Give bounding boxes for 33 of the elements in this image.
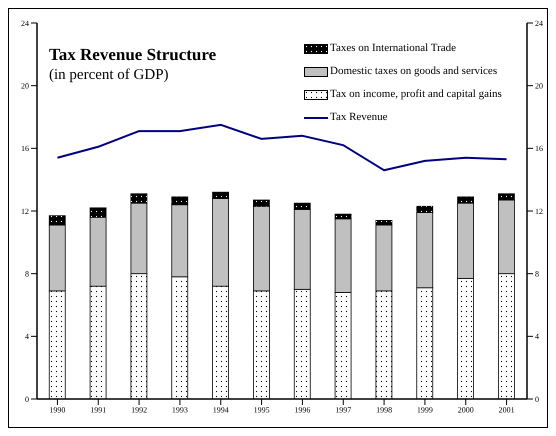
x-tick-label: 1999: [416, 406, 433, 415]
x-tick-label: 1998: [376, 406, 392, 415]
legend-label: Domestic taxes on goods and services: [330, 64, 498, 79]
x-tick-label: 2000: [458, 406, 474, 415]
legend-label: Taxes on International Trade: [330, 41, 456, 56]
y-tick-label: 20: [21, 82, 29, 91]
x-tick-label: 1996: [294, 406, 310, 415]
text: Tax Revenue Structure: [49, 45, 216, 65]
x-tick-label: 1993: [172, 406, 188, 415]
legend-label: Tax on income, profit and capital gains: [330, 87, 502, 102]
x-tick-label: 1994: [212, 406, 229, 415]
x-tick-label: 1997: [335, 406, 352, 415]
x-tick-label: 1995: [254, 406, 270, 415]
y2-tick-label: 4: [535, 332, 539, 342]
y-tick-label: 16: [21, 144, 29, 154]
y2-tick-label: 20: [535, 82, 543, 91]
y-tick-label: 4: [25, 332, 29, 342]
x-tick-label: 2001: [498, 406, 515, 415]
y-tick-label: 0: [25, 394, 29, 404]
text: (in percent of GDP): [49, 67, 170, 84]
y2-tick-label: 16: [535, 144, 543, 154]
y2-tick-label: 12: [535, 206, 543, 216]
y2-tick-label: 24: [535, 18, 543, 28]
y-tick-label: 8: [25, 270, 29, 279]
y-tick-label: 12: [21, 206, 29, 216]
x-tick-label: 1992: [131, 406, 148, 415]
y-tick-label: 24: [21, 18, 29, 28]
legend-label: Tax Revenue: [330, 110, 388, 125]
x-tick-label: 1991: [90, 406, 106, 415]
x-tick-label: 1990: [49, 406, 66, 415]
y2-tick-label: 8: [535, 270, 539, 279]
line-series: [56, 124, 508, 172]
y2-tick-label: 0: [535, 394, 539, 404]
